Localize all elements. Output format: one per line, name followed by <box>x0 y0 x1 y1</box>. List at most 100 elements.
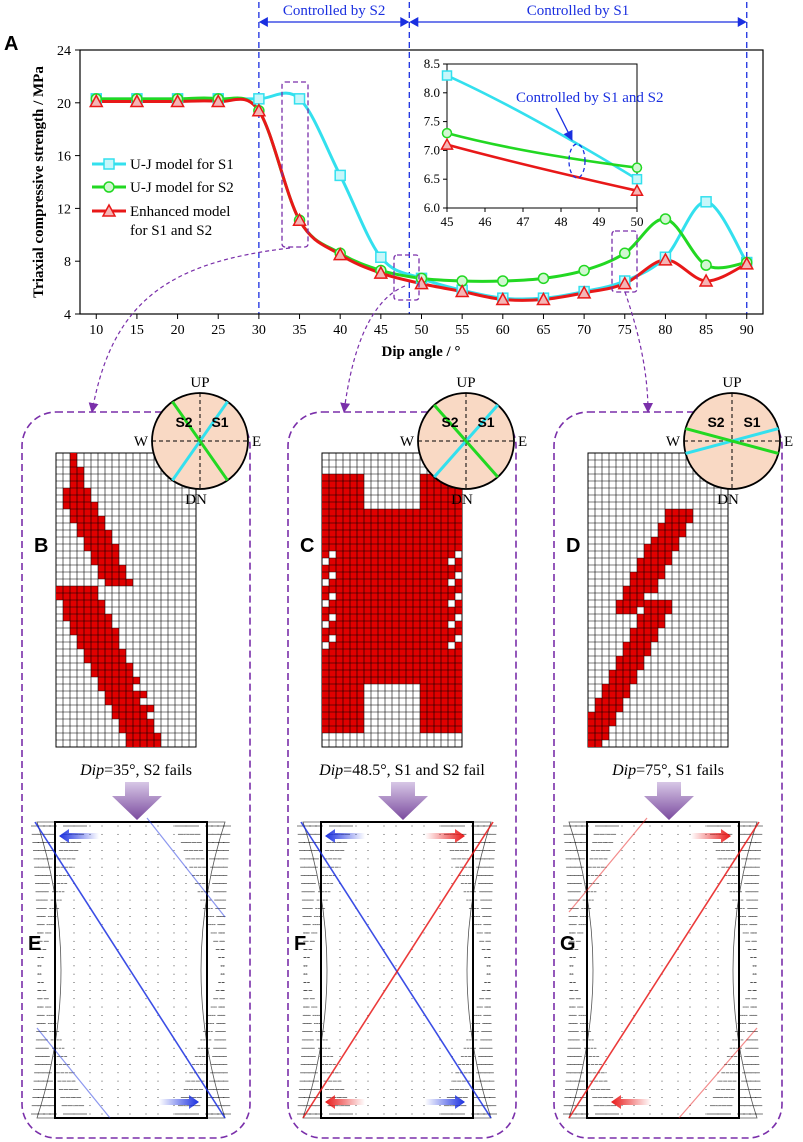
failed-element <box>651 607 658 614</box>
failed-element <box>336 586 343 593</box>
data-point-s2 <box>88 93 104 108</box>
failed-element <box>399 523 406 530</box>
failed-element <box>371 642 378 649</box>
failed-element <box>77 586 84 593</box>
failed-element <box>420 586 427 593</box>
inset-y-tick-label: 7.5 <box>424 114 440 129</box>
failed-element <box>336 495 343 502</box>
failed-element <box>105 684 112 691</box>
failed-element <box>70 474 77 481</box>
failed-element <box>70 614 77 621</box>
failed-element <box>350 488 357 495</box>
failed-element <box>378 600 385 607</box>
failed-element <box>329 502 336 509</box>
failed-element <box>448 572 455 579</box>
failed-element <box>455 656 462 663</box>
failed-element <box>350 698 357 705</box>
failed-element <box>434 663 441 670</box>
failed-element <box>322 712 329 719</box>
compass-s2-line <box>171 400 229 482</box>
failed-element <box>658 537 665 544</box>
failed-element <box>336 530 343 537</box>
failed-element <box>448 509 455 516</box>
failed-element <box>336 537 343 544</box>
failed-element <box>406 544 413 551</box>
failed-element <box>357 551 364 558</box>
failed-element <box>658 572 665 579</box>
failed-element <box>84 537 91 544</box>
failed-element <box>77 502 84 509</box>
slip-direction-arrow <box>425 1095 465 1109</box>
failed-element <box>378 628 385 635</box>
failed-element <box>322 530 329 537</box>
failed-element <box>378 586 385 593</box>
failed-element <box>133 691 140 698</box>
region-label: Controlled by S2 <box>283 3 386 19</box>
failed-element <box>406 586 413 593</box>
failed-element <box>364 621 371 628</box>
failed-element <box>77 593 84 600</box>
failed-element <box>378 516 385 523</box>
failed-element <box>406 516 413 523</box>
failed-element <box>343 684 350 691</box>
x-tick-label: 35 <box>293 323 307 338</box>
failed-element <box>651 579 658 586</box>
failed-element <box>455 558 462 565</box>
failed-element <box>413 628 420 635</box>
failed-element <box>343 691 350 698</box>
failed-element <box>357 670 364 677</box>
failed-element <box>644 586 651 593</box>
failed-element <box>350 572 357 579</box>
failed-element <box>322 656 329 663</box>
failed-element <box>441 705 448 712</box>
failed-element <box>105 656 112 663</box>
failed-element <box>105 635 112 642</box>
failed-element <box>630 593 637 600</box>
failed-element <box>434 481 441 488</box>
x-tick-label: 10 <box>89 323 103 338</box>
failed-element <box>399 593 406 600</box>
compass-up-label: UP <box>722 375 741 391</box>
failed-element <box>350 635 357 642</box>
failed-element <box>378 670 385 677</box>
failed-element <box>644 649 651 656</box>
failed-element <box>420 628 427 635</box>
data-point-s1 <box>619 247 631 260</box>
failed-element <box>392 593 399 600</box>
legend: U-J model for S1 U-J model for S2 Enhanc… <box>92 157 234 239</box>
failed-element <box>427 705 434 712</box>
failed-element <box>70 600 77 607</box>
failed-element <box>420 698 427 705</box>
failed-element <box>91 600 98 607</box>
failed-element <box>371 537 378 544</box>
failed-element <box>455 621 462 628</box>
failed-element <box>406 656 413 663</box>
failed-element <box>658 565 665 572</box>
failed-element <box>357 628 364 635</box>
failed-element <box>441 530 448 537</box>
failed-element <box>441 635 448 642</box>
failed-element <box>385 537 392 544</box>
failed-element <box>385 530 392 537</box>
slip-direction-arrow <box>425 829 465 843</box>
failed-element <box>665 523 672 530</box>
failed-element <box>448 691 455 698</box>
failed-element <box>336 719 343 726</box>
failed-element <box>329 509 336 516</box>
failed-element <box>322 670 329 677</box>
failed-element <box>84 516 91 523</box>
failed-element <box>406 628 413 635</box>
failed-element <box>329 712 336 719</box>
region-label-bg <box>513 2 644 18</box>
failed-element <box>651 614 658 621</box>
failed-element <box>441 488 448 495</box>
failed-element <box>322 649 329 656</box>
failed-element <box>329 726 336 733</box>
axes: 10 15 20 25 30 35 40 45 50 55 60 65 70 75 80 85 90481216… <box>57 44 754 338</box>
failed-element <box>448 516 455 523</box>
failed-element <box>70 621 77 628</box>
failed-element <box>420 565 427 572</box>
failed-element <box>609 712 616 719</box>
failed-element <box>420 600 427 607</box>
failed-element <box>343 677 350 684</box>
